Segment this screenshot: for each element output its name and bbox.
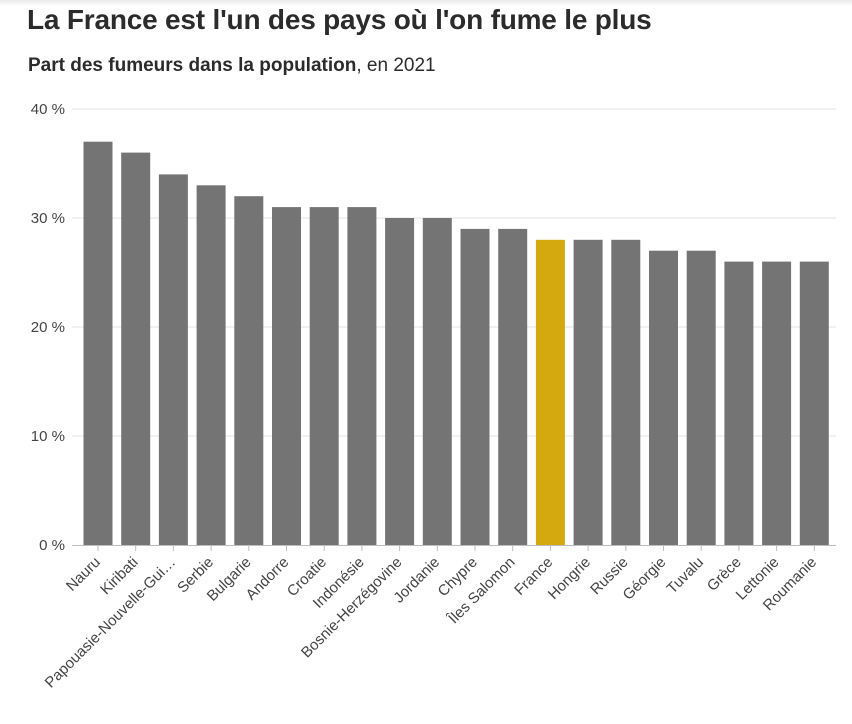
y-tick-label: 0 % bbox=[39, 537, 65, 554]
bar bbox=[158, 174, 188, 545]
subtitle-strong: Part des fumeurs dans la population bbox=[28, 55, 357, 76]
bar bbox=[309, 207, 339, 545]
bar bbox=[611, 239, 641, 546]
bar bbox=[83, 141, 113, 545]
chart-title: La France est l'un des pays où l'on fume… bbox=[27, 4, 652, 35]
bar bbox=[573, 239, 603, 546]
y-tick-label: 20 % bbox=[31, 319, 65, 336]
bar bbox=[724, 261, 754, 545]
y-tick-label: 30 % bbox=[31, 210, 65, 227]
bar bbox=[460, 228, 490, 545]
bar bbox=[234, 196, 264, 545]
bar bbox=[799, 261, 829, 545]
bar bbox=[272, 207, 301, 545]
x-tick-label: Hongrie bbox=[545, 554, 594, 603]
bar bbox=[422, 218, 452, 545]
bar bbox=[121, 152, 151, 545]
y-tick-label: 40 % bbox=[31, 101, 65, 118]
x-tick-label: Nauru bbox=[63, 554, 104, 595]
bar bbox=[498, 228, 528, 545]
bar bbox=[347, 207, 377, 545]
subtitle-rest: , en 2021 bbox=[356, 55, 436, 76]
y-tick-label: 10 % bbox=[31, 428, 65, 445]
bar bbox=[686, 250, 716, 545]
chart-subtitle: Part des fumeurs dans la population, en … bbox=[28, 55, 436, 77]
bar bbox=[649, 250, 678, 545]
bar bbox=[385, 218, 415, 545]
bar bbox=[535, 239, 565, 546]
bar bbox=[762, 261, 792, 545]
x-tick-label: Tuvalu bbox=[664, 554, 707, 597]
top-border bbox=[0, 0, 852, 6]
bar bbox=[196, 185, 226, 546]
